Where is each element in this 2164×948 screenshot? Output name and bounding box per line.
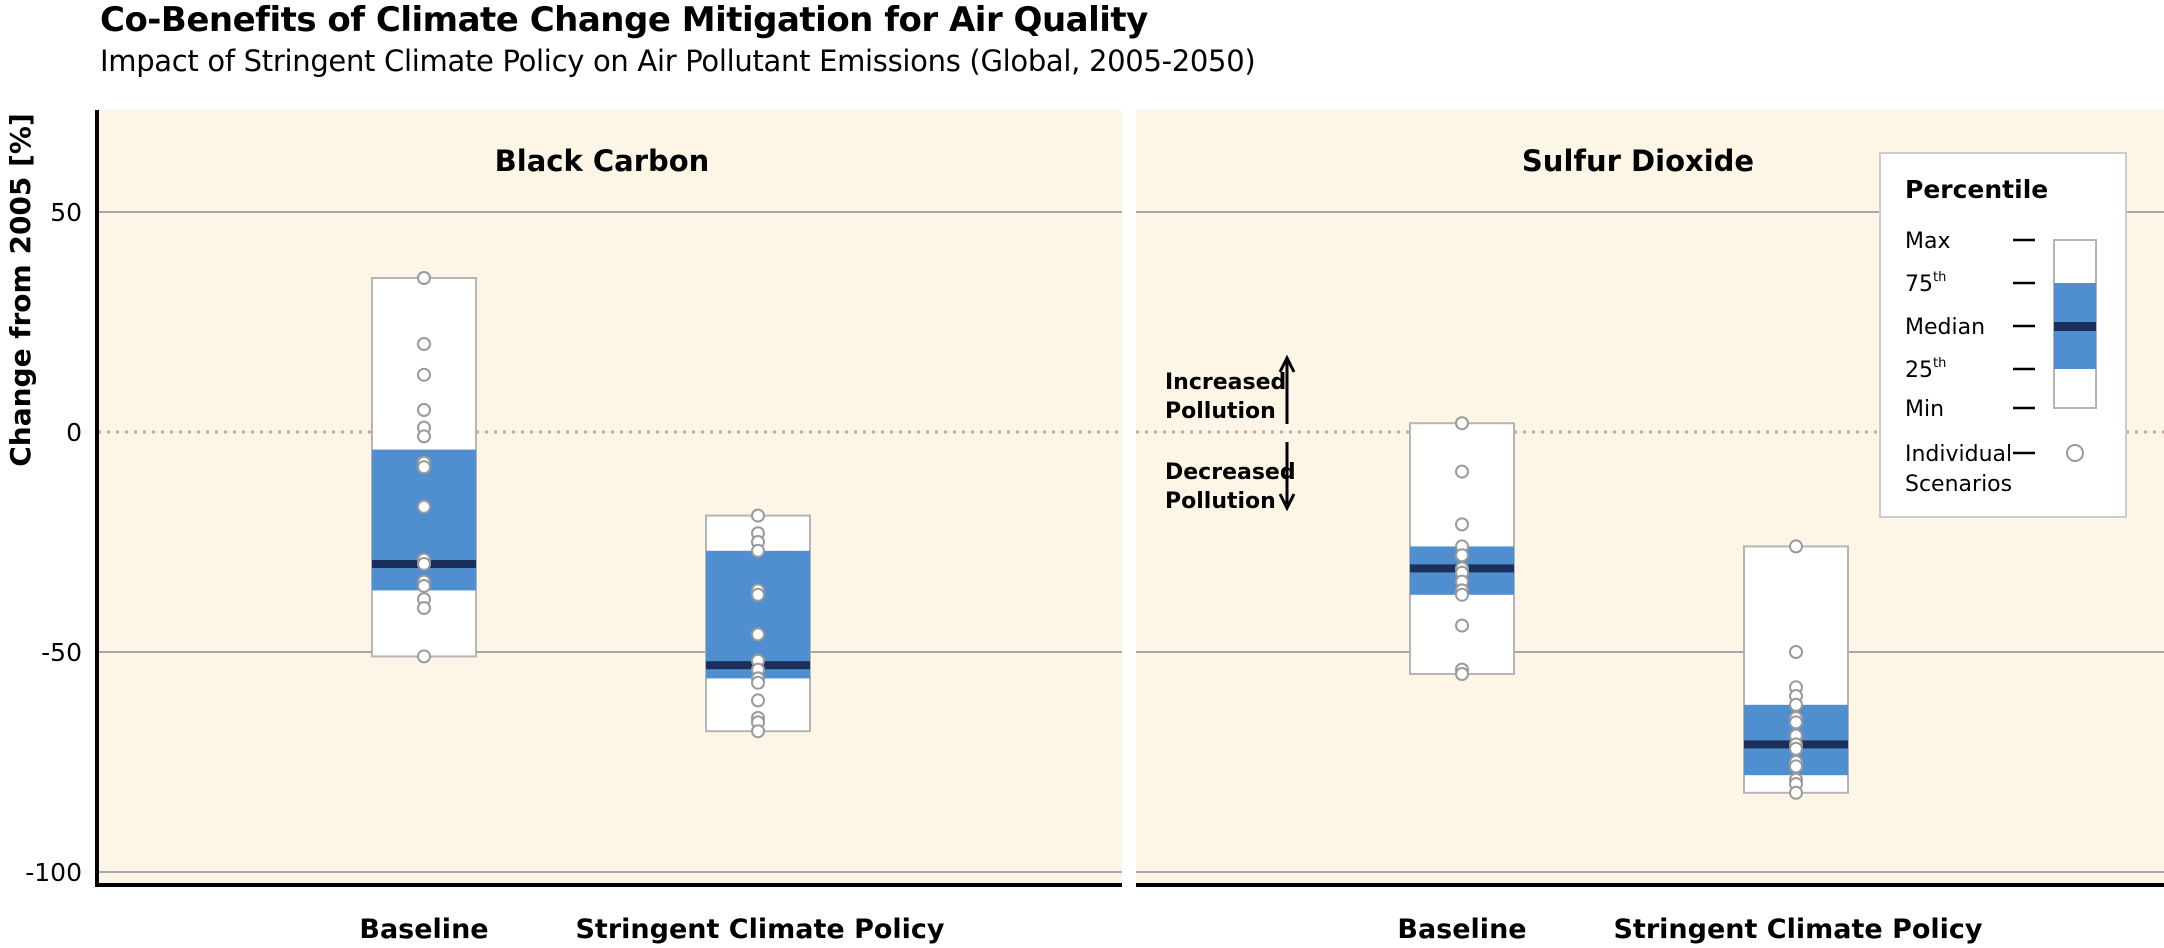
scenario-point: [1789, 539, 1803, 554]
scenario-point: [751, 724, 765, 739]
scenario-point: [1455, 416, 1469, 431]
decreased-pollution-label: Pollution: [1165, 489, 1276, 514]
scenario-point: [1455, 464, 1469, 479]
scenario-point: [417, 649, 431, 664]
scenario-point: [751, 587, 765, 602]
legend-title: Percentile: [1905, 175, 2048, 204]
pollution-direction-annotation: Increased Pollution Decreased Pollution: [1165, 354, 1296, 514]
scenario-point: [751, 543, 765, 558]
legend-item-label: Max: [1905, 229, 1950, 254]
scenario-point: [417, 271, 431, 285]
x-tick-label: Baseline: [359, 914, 488, 945]
scenario-point: [1455, 587, 1469, 602]
panel-title: Black Carbon: [495, 144, 710, 178]
scenario-point: [1789, 697, 1803, 712]
increased-pollution-label: Increased: [1165, 370, 1286, 395]
decreased-pollution-label: Decreased: [1165, 460, 1296, 485]
scenario-point: [751, 627, 765, 642]
y-tick-label: 0: [66, 418, 82, 447]
scenario-point: [417, 601, 431, 615]
legend-scenario-point-icon: [2066, 444, 2084, 462]
legend-scenario-label: Individual: [1905, 442, 2012, 467]
scenario-point: [751, 675, 765, 690]
y-tick-label: -50: [41, 638, 82, 667]
scenario-point: [1455, 517, 1469, 532]
scenario-point: [417, 337, 431, 351]
chart-title: Co-Benefits of Climate Change Mitigation…: [100, 0, 1148, 40]
up-arrow-head-icon: [1278, 354, 1296, 373]
panel-background: [98, 110, 1122, 885]
increased-pollution-label: Pollution: [1165, 399, 1276, 424]
scenario-point: [417, 460, 431, 475]
box-baseline: [371, 271, 477, 664]
scenario-point: [417, 557, 431, 571]
x-tick-label: Stringent Climate Policy: [1613, 914, 1982, 945]
y-tick-label: -100: [25, 858, 82, 887]
x-tick-label: Stringent Climate Policy: [575, 914, 944, 945]
scenario-point: [751, 508, 765, 523]
x-tick-label: Baseline: [1397, 914, 1526, 945]
legend-scenario-label: Scenarios: [1905, 472, 2012, 497]
box-baseline: [1409, 416, 1515, 681]
chart-subtitle: Impact of Stringent Climate Policy on Ai…: [100, 44, 1256, 78]
scenario-point: [1455, 618, 1469, 633]
scenario-point: [1455, 548, 1469, 563]
panel-black-carbon: Black Carbon: [96, 110, 1122, 887]
scenario-point: [1789, 741, 1803, 756]
legend-item-label: Min: [1905, 397, 1944, 422]
scenario-point: [1789, 645, 1803, 659]
legend-median-swatch: [2054, 322, 2096, 331]
scenario-point: [417, 499, 431, 514]
scenario-point: [417, 579, 431, 593]
scenario-point: [1455, 667, 1469, 681]
legend: PercentileMax75thMedian25thMinIndividual…: [1879, 152, 2127, 518]
scenario-point: [1789, 759, 1803, 774]
scenario-point: [417, 367, 431, 382]
scenario-point: [1789, 785, 1803, 800]
scenario-point: [1789, 715, 1803, 730]
legend-item-label: Median: [1905, 315, 1985, 340]
box-stringent-climate-policy: [705, 508, 811, 739]
scenario-point: [417, 403, 431, 417]
panel-title: Sulfur Dioxide: [1522, 144, 1754, 178]
y-axis-label: Change from 2005 [%]: [4, 113, 37, 467]
box-stringent-climate-policy: [1743, 539, 1849, 800]
down-arrow-head-icon: [1278, 493, 1296, 512]
scenario-point: [417, 429, 431, 444]
scenario-point: [751, 693, 765, 708]
y-tick-label: 50: [50, 198, 82, 227]
